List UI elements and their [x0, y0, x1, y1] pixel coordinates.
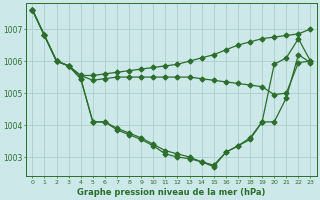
X-axis label: Graphe pression niveau de la mer (hPa): Graphe pression niveau de la mer (hPa) [77, 188, 266, 197]
